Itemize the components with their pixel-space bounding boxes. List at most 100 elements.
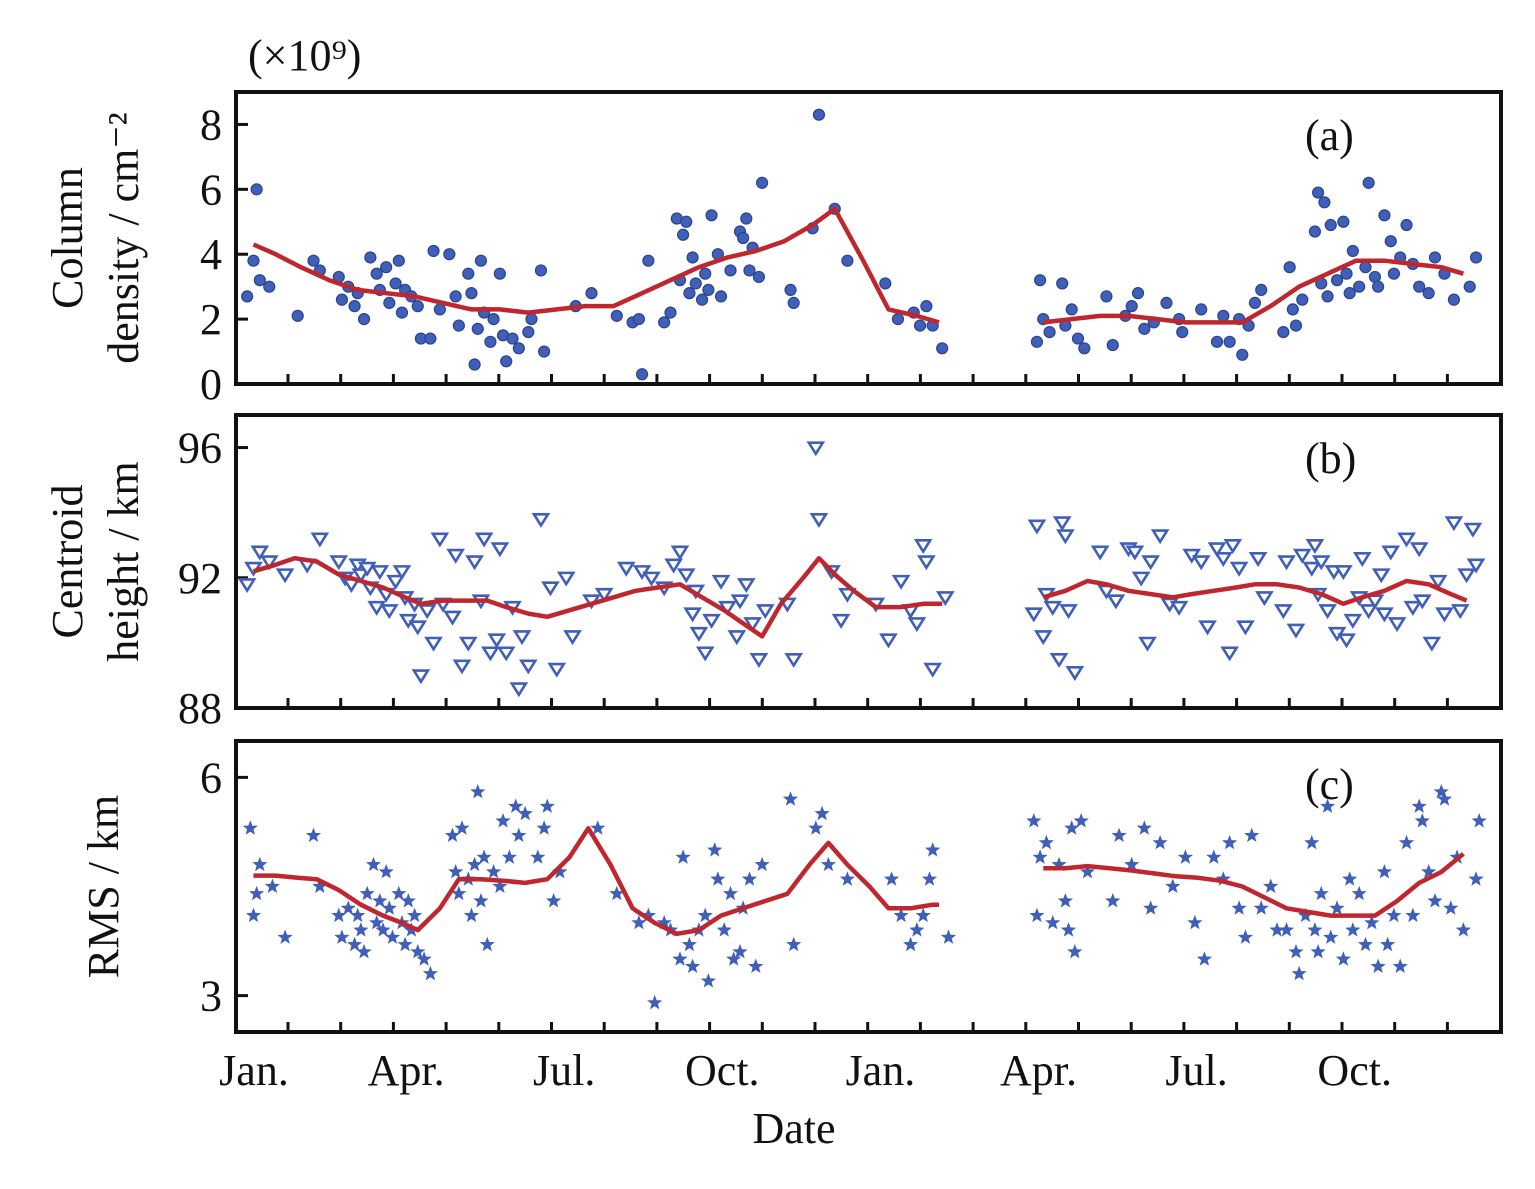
data-point [380,261,393,274]
data-point [710,871,726,886]
data-point [1414,813,1430,828]
data-point [1447,293,1461,306]
data-point [1307,922,1323,937]
data-point [1364,914,1380,930]
data-point [427,244,440,258]
data-point [1311,555,1331,571]
data-point [1304,834,1320,850]
data-point [245,907,262,923]
data-point [370,267,383,280]
data-point [1143,900,1159,915]
data-point [1310,944,1326,959]
data-point [347,936,363,952]
trend-line [252,206,940,325]
data-point [242,820,258,835]
data-point [1353,280,1366,293]
data-point [737,231,750,245]
data-point [539,798,555,813]
data-point [305,827,322,842]
data-point [839,871,855,886]
data-point [1165,878,1181,893]
data-points [237,441,1486,698]
data-point [724,264,737,277]
x-tick-label: Oct. [685,1046,760,1095]
data-point [1111,827,1127,842]
data-point [1346,244,1359,258]
data-point [1176,325,1189,339]
data-point [547,662,567,678]
data-point [1043,600,1063,616]
data-point [541,581,560,597]
data-point [1195,303,1208,316]
data-point [531,512,551,528]
data-point [259,555,279,571]
data-point [1220,646,1239,662]
data-point [820,856,836,872]
data-point [481,646,500,662]
data-point [275,568,295,584]
data-point [454,820,470,835]
data-point [410,944,426,959]
data-point [452,319,465,332]
data-point [748,958,764,973]
data-point [351,568,371,584]
data-point [500,355,513,368]
data-point [1056,529,1075,545]
data-point [1468,871,1484,886]
data-point [722,885,739,901]
data-point [408,620,428,636]
data-point [1311,186,1325,199]
data-point [1124,856,1140,872]
data-point [609,885,625,901]
x-tick-label: Jul. [533,1046,595,1095]
y-tick-label: 88 [178,684,222,733]
data-point [1237,929,1253,944]
data-point [1106,338,1119,352]
data-point [1387,267,1401,280]
data-point [1131,571,1151,587]
data-point [1277,325,1290,339]
data-point [1376,864,1392,879]
data-point [384,929,401,944]
data-point [417,604,437,620]
data-point [487,313,500,326]
data-point [656,914,672,930]
data-point [493,267,506,280]
trend-line [1043,258,1465,325]
data-point [1236,348,1249,361]
data-point [517,805,533,821]
data-point [1059,604,1078,620]
y-tick-label: 0 [200,360,222,409]
data-point [389,277,402,290]
data-point [411,669,431,685]
data-point [444,827,461,842]
data-point [263,280,276,293]
data-point [784,283,797,297]
data-point [936,342,949,355]
data-point [879,277,892,290]
data-point [631,914,647,930]
data-point [1297,907,1314,923]
data-point [707,842,723,857]
data-point [307,254,320,267]
panel-1: 0 2 4 6 8 (a) Column density / cm⁻² (×10⁹) [43,31,1503,409]
data-point [458,636,478,652]
data-point [1269,922,1285,937]
data-point [741,871,758,886]
data-point [658,316,671,329]
data-point [1079,864,1096,879]
data-point [1305,539,1325,554]
data-point [727,630,747,646]
data-point [695,646,715,662]
data-point [1457,568,1476,584]
data-point [1313,885,1329,901]
data-point [903,936,919,952]
data-point [841,254,854,267]
data-point [1043,325,1056,339]
data-point [610,309,623,322]
panel-2: 88 92 96 (b) Centroid height / km [43,413,1503,733]
data-point [1372,280,1385,293]
data-point [716,922,732,937]
data-point [1125,300,1138,313]
